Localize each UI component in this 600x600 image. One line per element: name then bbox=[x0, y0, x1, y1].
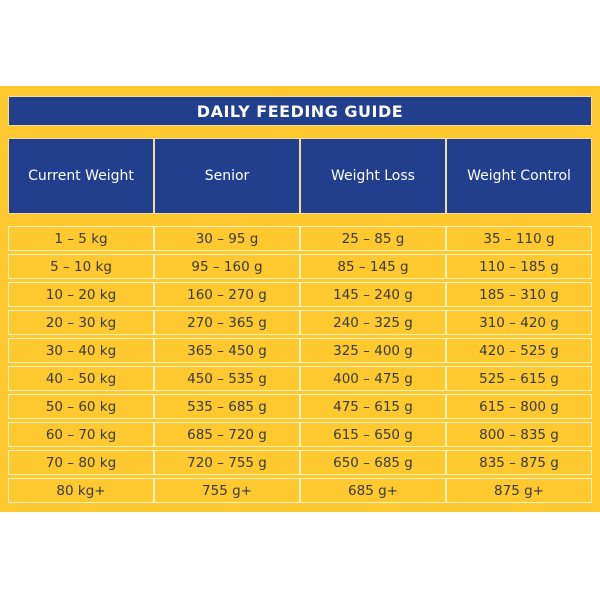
cell-weight-control: 185 – 310 g bbox=[446, 282, 592, 307]
cell-current-weight: 30 – 40 kg bbox=[8, 338, 154, 363]
cell-senior: 95 – 160 g bbox=[154, 254, 300, 279]
cell-weight-loss: 240 – 325 g bbox=[300, 310, 446, 335]
cell-senior: 685 – 720 g bbox=[154, 422, 300, 447]
cell-weight-loss: 25 – 85 g bbox=[300, 226, 446, 251]
cell-senior: 30 – 95 g bbox=[154, 226, 300, 251]
cell-weight-control: 420 – 525 g bbox=[446, 338, 592, 363]
cell-current-weight: 5 – 10 kg bbox=[8, 254, 154, 279]
cell-current-weight: 80 kg+ bbox=[8, 478, 154, 503]
cell-current-weight: 10 – 20 kg bbox=[8, 282, 154, 307]
header-senior: Senior bbox=[154, 138, 300, 214]
cell-weight-loss: 650 – 685 g bbox=[300, 450, 446, 475]
cell-current-weight: 50 – 60 kg bbox=[8, 394, 154, 419]
cell-current-weight: 40 – 50 kg bbox=[8, 366, 154, 391]
cell-weight-control: 35 – 110 g bbox=[446, 226, 592, 251]
cell-weight-loss: 685 g+ bbox=[300, 478, 446, 503]
cell-current-weight: 70 – 80 kg bbox=[8, 450, 154, 475]
cell-senior: 450 – 535 g bbox=[154, 366, 300, 391]
cell-weight-loss: 400 – 475 g bbox=[300, 366, 446, 391]
cell-weight-loss: 145 – 240 g bbox=[300, 282, 446, 307]
cell-weight-control: 525 – 615 g bbox=[446, 366, 592, 391]
cell-weight-loss: 325 – 400 g bbox=[300, 338, 446, 363]
header-current-weight: Current Weight bbox=[8, 138, 154, 214]
cell-senior: 755 g+ bbox=[154, 478, 300, 503]
cell-weight-control: 800 – 835 g bbox=[446, 422, 592, 447]
cell-current-weight: 20 – 30 kg bbox=[8, 310, 154, 335]
cell-senior: 365 – 450 g bbox=[154, 338, 300, 363]
cell-senior: 270 – 365 g bbox=[154, 310, 300, 335]
cell-weight-control: 835 – 875 g bbox=[446, 450, 592, 475]
cell-weight-loss: 85 – 145 g bbox=[300, 254, 446, 279]
cell-weight-control: 110 – 185 g bbox=[446, 254, 592, 279]
cell-weight-loss: 475 – 615 g bbox=[300, 394, 446, 419]
header-weight-loss: Weight Loss bbox=[300, 138, 446, 214]
cell-senior: 160 – 270 g bbox=[154, 282, 300, 307]
cell-weight-control: 615 – 800 g bbox=[446, 394, 592, 419]
table-title: DAILY FEEDING GUIDE bbox=[8, 96, 592, 126]
cell-current-weight: 1 – 5 kg bbox=[8, 226, 154, 251]
cell-weight-control: 310 – 420 g bbox=[446, 310, 592, 335]
cell-weight-control: 875 g+ bbox=[446, 478, 592, 503]
feeding-guide-panel: DAILY FEEDING GUIDE Current Weight Senio… bbox=[0, 86, 600, 512]
cell-current-weight: 60 – 70 kg bbox=[8, 422, 154, 447]
cell-senior: 720 – 755 g bbox=[154, 450, 300, 475]
cell-senior: 535 – 685 g bbox=[154, 394, 300, 419]
header-weight-control: Weight Control bbox=[446, 138, 592, 214]
cell-weight-loss: 615 – 650 g bbox=[300, 422, 446, 447]
